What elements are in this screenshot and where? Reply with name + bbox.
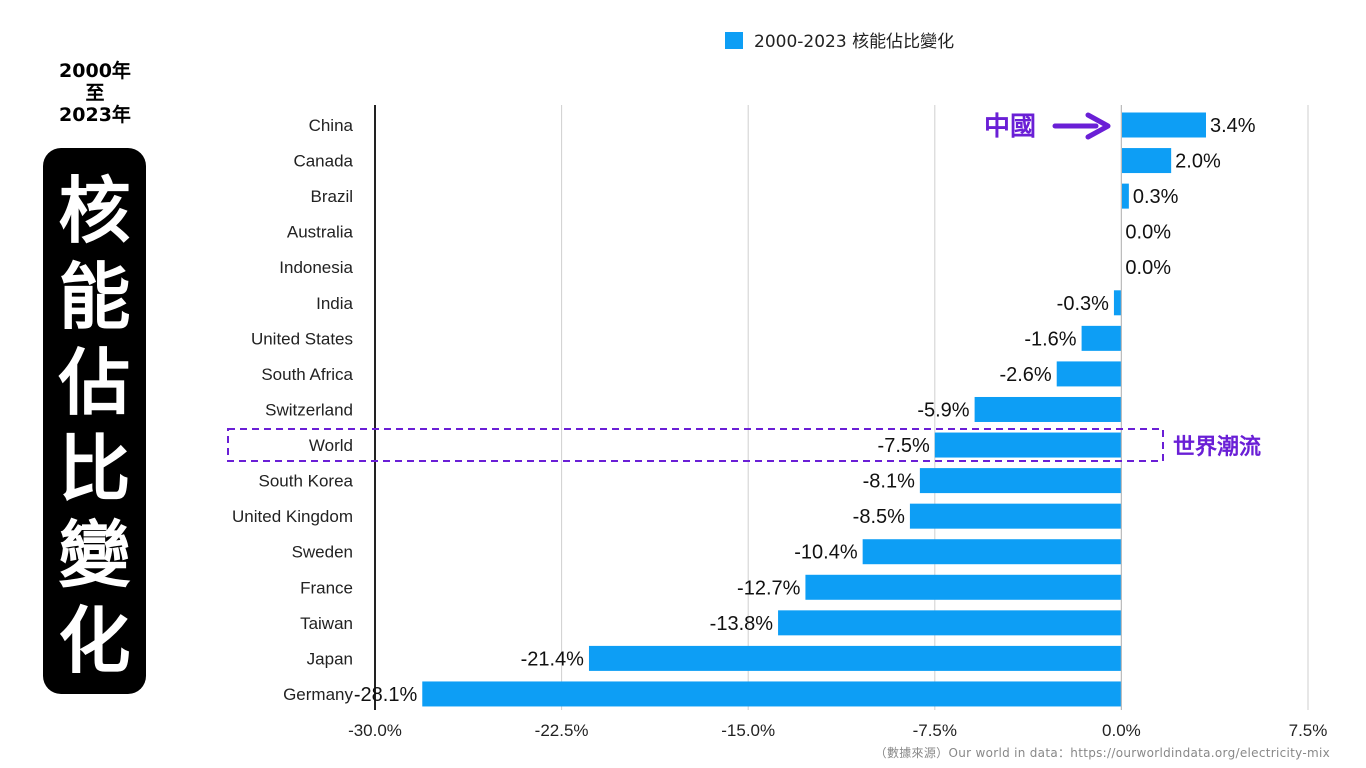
bar	[588, 645, 1122, 671]
china-annotation-label: 中國	[984, 112, 1036, 142]
data-label: -10.4%	[794, 542, 858, 564]
category-label: Switzerland	[265, 400, 353, 419]
category-label: South Korea	[258, 472, 353, 491]
category-label: South Africa	[261, 365, 353, 384]
bar	[934, 432, 1122, 458]
x-tick-label: -22.5%	[535, 721, 589, 740]
data-label: 3.4%	[1210, 115, 1256, 137]
category-label: Australia	[287, 223, 354, 242]
side-title-char: 能	[58, 255, 131, 339]
side-title: 核 能 佔 比 變 化	[43, 168, 146, 684]
side-title-char: 變	[58, 513, 131, 597]
bar	[778, 610, 1122, 636]
category-label: World	[309, 436, 353, 455]
side-title-box	[43, 148, 146, 694]
bar	[974, 396, 1122, 422]
side-title-char: 比	[58, 427, 131, 511]
bar	[422, 681, 1122, 707]
category-label: United Kingdom	[232, 507, 353, 526]
bar	[909, 503, 1122, 529]
data-label: 0.3%	[1133, 186, 1179, 208]
data-label: 0.0%	[1125, 222, 1171, 244]
bar	[919, 468, 1122, 494]
x-tick-label: -15.0%	[721, 721, 775, 740]
x-tick-label: 7.5%	[1289, 721, 1328, 740]
date-range-label: 2000年 至 2023年	[40, 60, 150, 126]
category-label: Indonesia	[279, 258, 353, 277]
category-label: United States	[251, 329, 353, 348]
bar	[805, 574, 1122, 600]
side-title-char: 佔	[58, 341, 131, 425]
date-end: 2023年	[59, 104, 131, 126]
bar	[1121, 183, 1129, 209]
legend-swatch	[725, 32, 743, 49]
data-label: -21.4%	[521, 648, 585, 670]
bar	[862, 539, 1122, 565]
date-to: 至	[85, 82, 105, 104]
data-label: 2.0%	[1175, 151, 1221, 173]
data-label: -12.7%	[737, 577, 801, 599]
data-label: -0.3%	[1057, 293, 1109, 315]
data-label: 0.0%	[1125, 257, 1171, 279]
category-label: France	[300, 578, 353, 597]
legend-label: 2000-2023 核能佔比變化	[754, 32, 954, 52]
data-label: -8.5%	[853, 506, 905, 528]
category-label: Germany	[283, 685, 353, 704]
category-label: Taiwan	[300, 614, 353, 633]
category-label: Canada	[293, 152, 353, 171]
bar	[1121, 148, 1172, 174]
data-label: -7.5%	[878, 435, 930, 457]
data-label: -8.1%	[863, 471, 915, 493]
world-highlight-box	[227, 428, 1164, 463]
data-label: -28.1%	[354, 684, 418, 706]
date-start: 2000年	[59, 60, 131, 82]
category-label: Sweden	[292, 543, 353, 562]
data-label: -5.9%	[917, 399, 969, 421]
bar	[1113, 290, 1122, 316]
arrow-head-icon	[1085, 112, 1111, 140]
x-tick-label: 0.0%	[1102, 721, 1141, 740]
data-label: -1.6%	[1024, 328, 1076, 350]
bar	[1056, 361, 1122, 387]
category-label: Japan	[307, 649, 353, 668]
category-label: Brazil	[310, 187, 353, 206]
data-label: -2.6%	[999, 364, 1051, 386]
side-title-char: 核	[58, 169, 131, 253]
world-annotation-label: 世界潮流	[1173, 434, 1261, 460]
x-tick-label: -30.0%	[348, 721, 402, 740]
category-label: India	[316, 294, 353, 313]
bar	[1121, 112, 1206, 138]
bar	[1081, 325, 1122, 351]
data-label: -13.8%	[710, 613, 774, 635]
category-label: China	[309, 116, 354, 135]
x-tick-label: -7.5%	[913, 721, 957, 740]
side-title-char: 化	[58, 599, 131, 683]
source-footer: （數據來源）Our world in data：https://ourworld…	[874, 746, 1330, 760]
